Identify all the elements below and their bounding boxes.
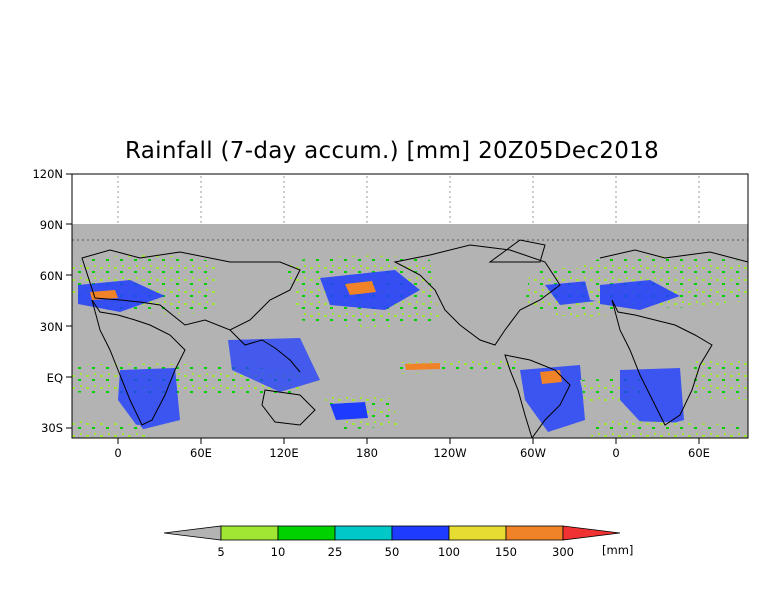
colorbar-label-150: 150: [495, 545, 517, 559]
map-frame: [71, 173, 749, 439]
colorbar-swatch-150-300: [505, 525, 564, 541]
colorbar-swatch-5-10: [220, 525, 279, 541]
map-title: Rainfall (7-day accum.) [mm] 20Z05Dec201…: [125, 138, 659, 164]
africa-outline: [91, 299, 186, 426]
lat-label-120n: 120N: [32, 167, 63, 181]
colorbar-label-50: 50: [385, 545, 400, 559]
rain-region-south-america: [520, 365, 585, 432]
colorbar-swatches: [163, 525, 621, 541]
rain-region-indian-ocean: [690, 358, 748, 400]
lat-label-60n: 60N: [40, 269, 63, 283]
map-panel: 120N 90N 60N 30N EQ 30S 0 60E 120E 180 1…: [32, 167, 749, 460]
colorbar-swatch-10-25: [277, 525, 336, 541]
colorbar-label-100: 100: [438, 545, 460, 559]
coastlines: [72, 239, 748, 438]
rain-region-europe-peak: [90, 290, 118, 300]
lat-label-90n: 90N: [40, 218, 63, 232]
rain-region-amazon-peak: [540, 370, 562, 384]
lon-label-0: 0: [114, 446, 121, 460]
colorbar-swatch-below-5: [163, 525, 222, 541]
lat-label-30s: 30S: [41, 421, 63, 435]
greenland-outline: [488, 239, 546, 263]
rain-region-europe-heavy: [78, 280, 165, 312]
lat-label-30n: 30N: [40, 320, 63, 334]
lon-label-120w: 120W: [433, 446, 466, 460]
colorbar-swatch-above-300: [562, 525, 621, 541]
lon-label-0-repeat: 0: [612, 446, 619, 460]
colorbar-label-25: 25: [328, 545, 343, 559]
lon-label-180: 180: [356, 446, 378, 460]
rain-region-spcz-heavy: [330, 402, 368, 420]
lon-label-120e: 120E: [269, 446, 298, 460]
lon-label-60w: 60W: [520, 446, 546, 460]
north-america-outline: [393, 244, 561, 346]
colorbar-swatch-50-100: [391, 525, 450, 541]
lon-label-60e: 60E: [190, 446, 212, 460]
colorbar-label-300: 300: [552, 545, 574, 559]
rain-region-maritime-continent: [228, 338, 320, 392]
rain-region-southern-ocean-west: [72, 420, 150, 438]
south-asia-coast: [229, 329, 301, 373]
colorbar-unit: [mm]: [602, 543, 633, 557]
rain-region-central-africa: [118, 368, 180, 430]
rain-region-itcz-peak: [405, 363, 440, 370]
eurasia-west-outline: [81, 249, 301, 331]
colorbar-swatch-25-50: [334, 525, 393, 541]
colorbar-label-5: 5: [217, 545, 224, 559]
colorbar-swatch-100-150: [448, 525, 507, 541]
axis-tick-marks: [66, 173, 700, 444]
lon-label-60e-repeat: 60E: [688, 446, 710, 460]
colorbar-label-10: 10: [271, 545, 286, 559]
australia-outline: [261, 389, 316, 426]
meridian-gridlines: [117, 176, 700, 224]
africa-outline-repeat: [611, 299, 713, 426]
eurasia-outline-repeat: [599, 249, 748, 263]
rain-region-pacific-peak: [345, 281, 376, 295]
rain-region-europe-heavy-repeat: [600, 280, 680, 310]
south-america-outline: [504, 354, 571, 438]
rain-region-southern-ocean-east: [590, 420, 748, 438]
lat-label-eq: EQ: [47, 371, 63, 385]
colorbar: 5 10 25 50 100 150 300 [mm]: [163, 525, 633, 559]
